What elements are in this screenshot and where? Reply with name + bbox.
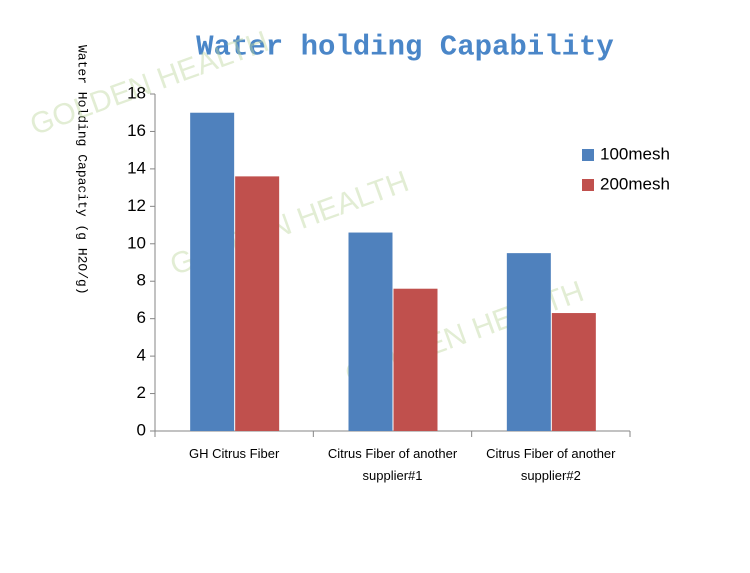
legend-swatch bbox=[582, 149, 594, 161]
y-axis-label: Water Holding Capacity (g H2O/g) bbox=[75, 45, 90, 295]
bar bbox=[506, 253, 551, 431]
chart-title: Water holding Capability bbox=[196, 31, 614, 64]
bar bbox=[235, 176, 280, 431]
y-tick-label: 0 bbox=[137, 420, 146, 439]
x-tick-label: Citrus Fiber of another supplier#1 bbox=[327, 446, 458, 483]
bar bbox=[393, 288, 438, 431]
y-tick-label: 14 bbox=[127, 158, 146, 177]
bar bbox=[190, 112, 235, 431]
y-tick-label: 8 bbox=[137, 271, 146, 290]
legend-label: 200mesh bbox=[600, 174, 670, 193]
y-tick-label: 4 bbox=[137, 346, 146, 365]
legend-swatch bbox=[582, 179, 594, 191]
y-tick-label: 18 bbox=[127, 83, 146, 102]
bar bbox=[348, 232, 393, 431]
y-tick-label: 12 bbox=[127, 196, 146, 215]
y-tick-label: 6 bbox=[137, 308, 146, 327]
watermark: GOLDEN HEALTH bbox=[26, 25, 273, 142]
y-tick-label: 16 bbox=[127, 121, 146, 140]
bar bbox=[551, 313, 596, 431]
legend-label: 100mesh bbox=[600, 144, 670, 163]
x-tick-label: GH Citrus Fiber bbox=[189, 446, 280, 461]
x-tick-label: Citrus Fiber of another supplier#2 bbox=[486, 446, 616, 483]
y-tick-label: 2 bbox=[137, 383, 146, 402]
y-tick-label: 10 bbox=[127, 233, 146, 252]
